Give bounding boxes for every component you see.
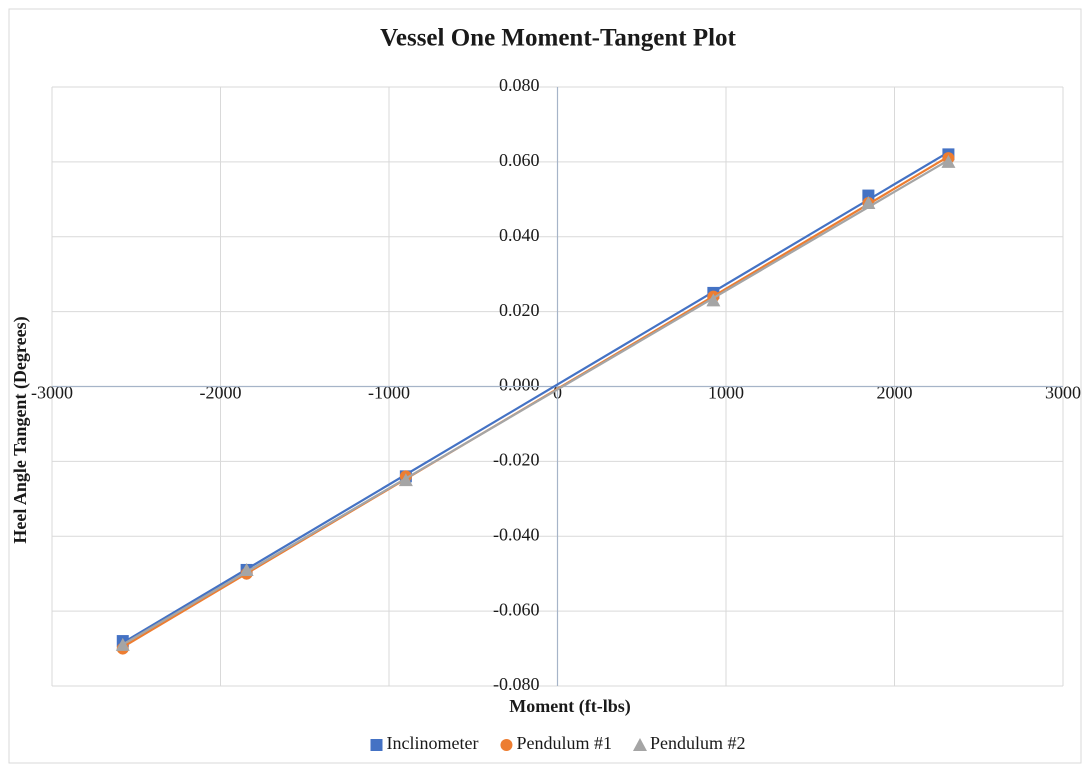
y-tick-label: 0.020 xyxy=(499,300,540,320)
y-tick-label: 0.060 xyxy=(499,150,540,170)
legend-label: Pendulum #1 xyxy=(516,733,612,753)
marker xyxy=(239,562,254,576)
y-tick-label: 0.080 xyxy=(499,75,540,95)
marker xyxy=(706,293,721,307)
trendline xyxy=(122,159,949,646)
y-tick-label: 0.040 xyxy=(499,225,540,245)
marker xyxy=(941,154,956,168)
marker xyxy=(500,739,513,751)
legend-label: Pendulum #2 xyxy=(650,733,746,753)
x-tick-label: 2000 xyxy=(877,383,913,403)
legend: Inclinometer Pendulum #1 Pendulum #2 xyxy=(370,733,746,753)
x-tick-label: 1000 xyxy=(708,383,744,403)
y-tick-label: 0.000 xyxy=(499,375,540,395)
marker xyxy=(861,196,876,210)
x-axis-label: Moment (ft-lbs) xyxy=(509,696,630,717)
x-tick-label: -3000 xyxy=(31,383,73,403)
y-tick-label: -0.020 xyxy=(493,450,540,470)
x-tick-label: -2000 xyxy=(200,383,242,403)
y-tick-label: -0.040 xyxy=(493,524,540,544)
x-tick-label: 3000 xyxy=(1045,383,1081,403)
legend-label: Inclinometer xyxy=(387,733,479,753)
marker xyxy=(632,738,647,751)
marker xyxy=(370,739,383,751)
y-tick-label: -0.080 xyxy=(493,674,540,694)
y-tick-label: -0.060 xyxy=(493,599,540,619)
marker xyxy=(115,637,130,651)
marker xyxy=(398,473,413,487)
trendline xyxy=(122,151,949,644)
series xyxy=(115,154,956,651)
y-axis-label: Heel Angle Tangent (Degrees) xyxy=(10,316,31,543)
chart-title: Vessel One Moment-Tangent Plot xyxy=(380,25,736,52)
x-tick-label: -1000 xyxy=(368,383,410,403)
